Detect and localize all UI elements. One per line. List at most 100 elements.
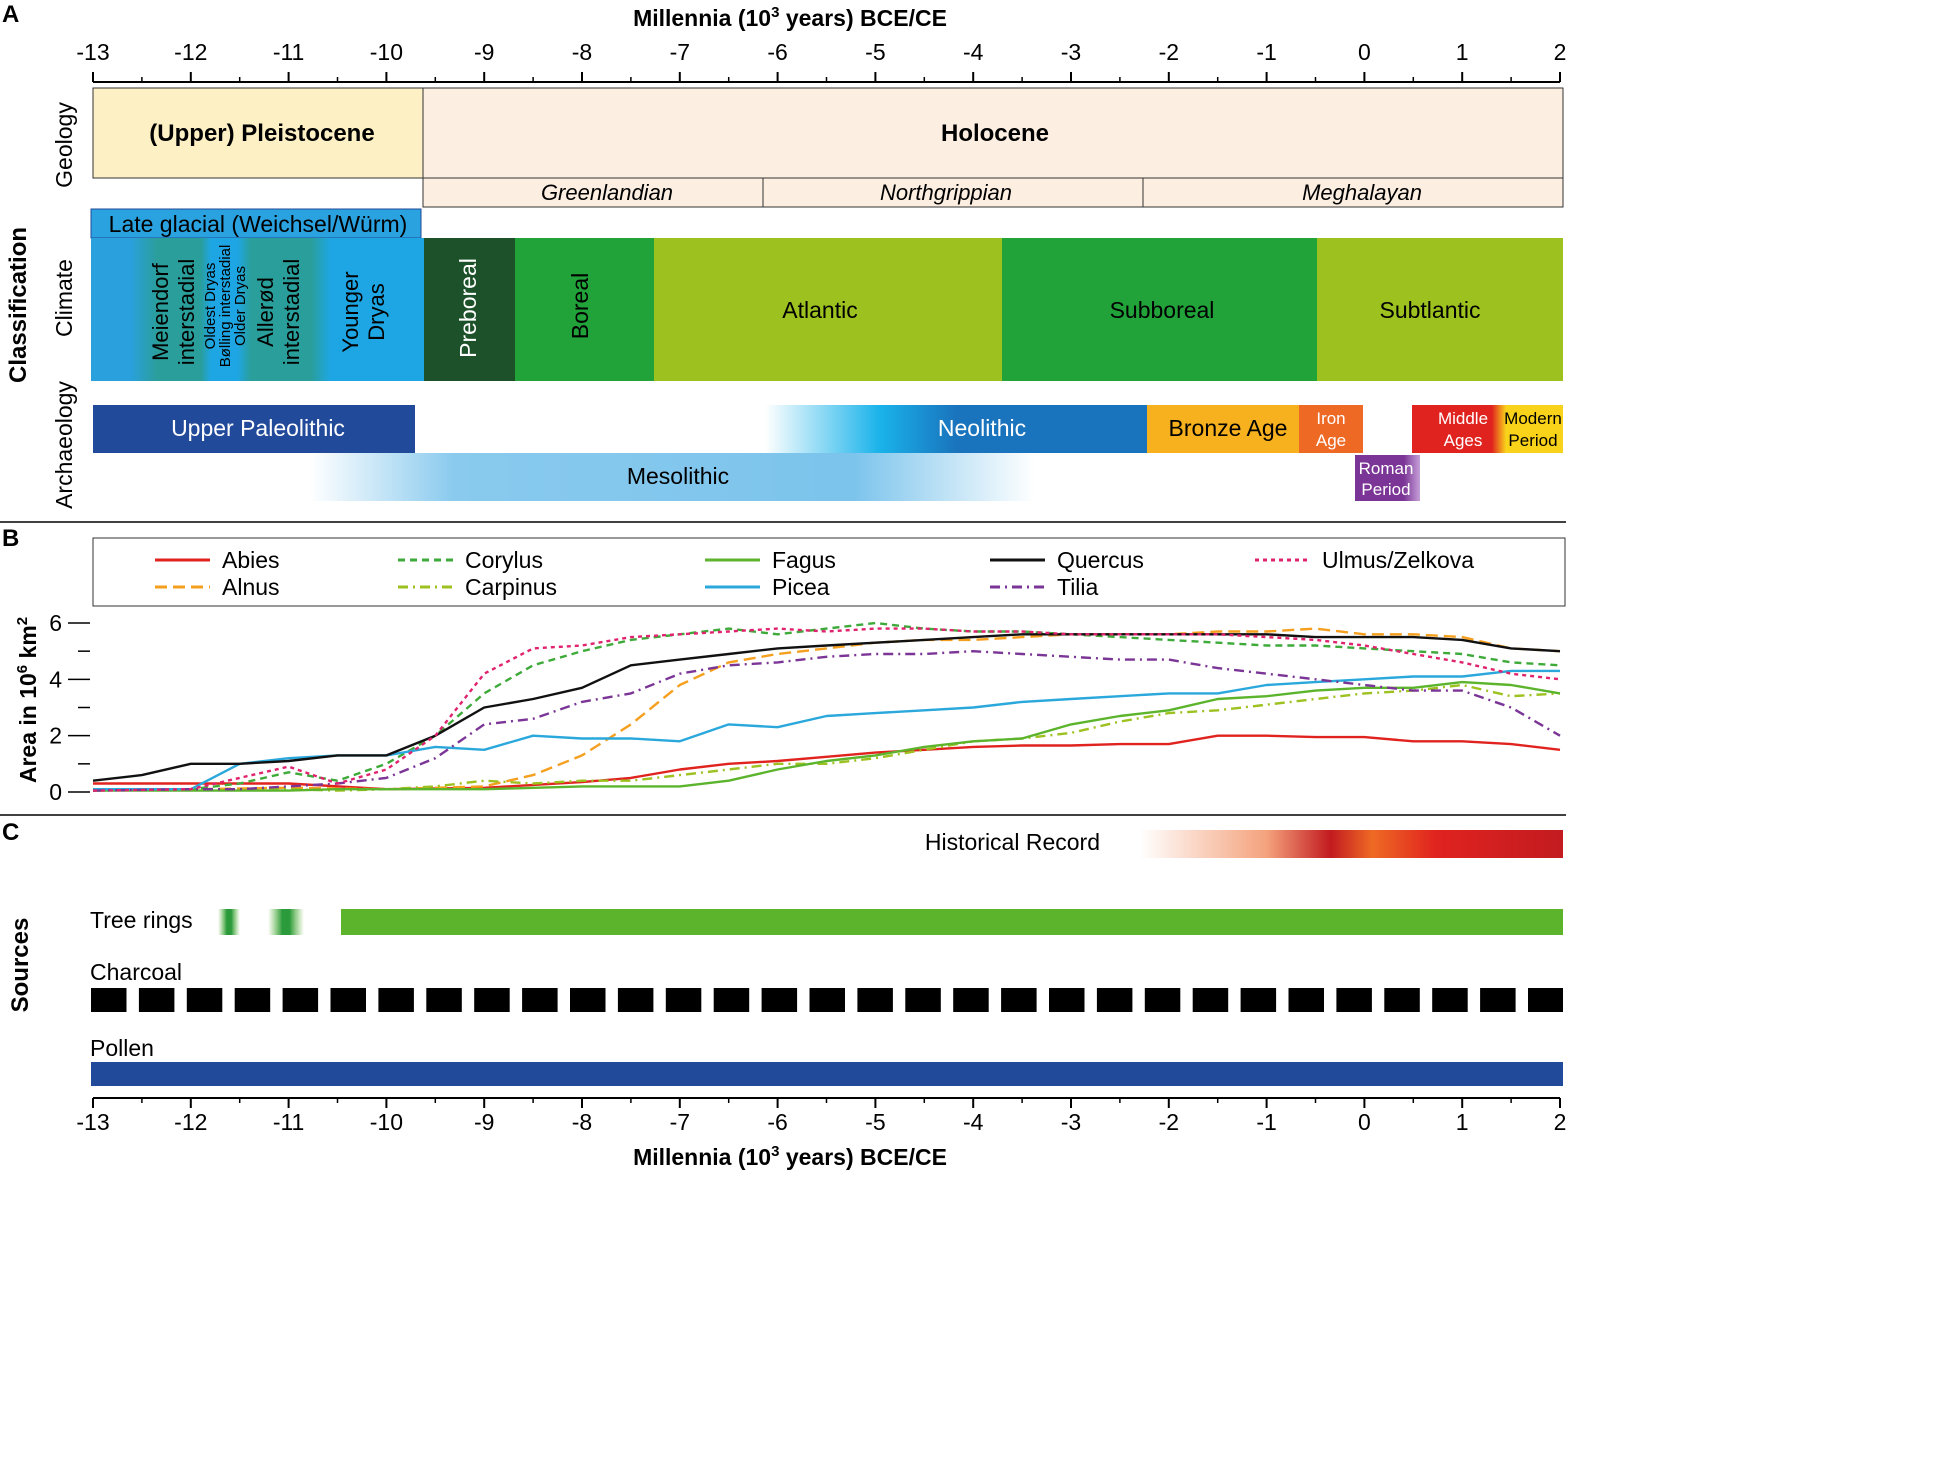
x-tick-label: -1 bbox=[1256, 39, 1276, 65]
x-tick-label: -5 bbox=[865, 39, 885, 65]
charcoal-segment bbox=[1336, 988, 1372, 1012]
x-tick-label: 0 bbox=[1358, 39, 1371, 65]
tree-rings-label: Tree rings bbox=[90, 907, 193, 933]
iron-age-label: Iron Age bbox=[1316, 409, 1346, 450]
subatlantic-label: Subtlantic bbox=[1379, 297, 1480, 323]
charcoal-segment bbox=[809, 988, 845, 1012]
legend-label-ulmus-zelkova: Ulmus/Zelkova bbox=[1322, 547, 1474, 573]
y-tick-label: 4 bbox=[49, 666, 62, 692]
older-dryas-label: Older Dryas bbox=[232, 266, 249, 346]
legend-label-fagus: Fagus bbox=[772, 547, 836, 573]
x-tick-label: -9 bbox=[474, 1109, 494, 1135]
iron-age-bar bbox=[1299, 405, 1363, 453]
roman-period-label: Roman Period bbox=[1359, 459, 1414, 499]
x-tick-label: -11 bbox=[273, 39, 305, 65]
charcoal-segment bbox=[1288, 988, 1324, 1012]
meiendorf-label: Meiendorfinterstadial bbox=[148, 259, 199, 365]
charcoal-segment bbox=[330, 988, 366, 1012]
tree-rings-bar bbox=[341, 909, 1563, 935]
x-tick-label: -1 bbox=[1256, 1109, 1276, 1135]
legend-label-corylus: Corylus bbox=[465, 547, 543, 573]
x-tick-label: -8 bbox=[572, 39, 592, 65]
charcoal-segment bbox=[665, 988, 702, 1012]
charcoal-segment bbox=[713, 988, 750, 1012]
subboreal-bar bbox=[1002, 238, 1317, 381]
pollen-bar bbox=[91, 1062, 1563, 1086]
charcoal-segment bbox=[1049, 988, 1085, 1012]
charcoal-segment bbox=[522, 988, 558, 1012]
holocene-label: Holocene bbox=[941, 120, 1049, 147]
panel-b-label: B bbox=[2, 525, 19, 552]
classification-label: Classification bbox=[5, 227, 32, 383]
modern-period-label: Modern Period bbox=[1504, 409, 1562, 450]
y-tick-label: 0 bbox=[49, 779, 62, 805]
bronze-age-bar bbox=[1147, 405, 1299, 453]
legend-label-alnus: Alnus bbox=[222, 574, 280, 600]
charcoal-segment bbox=[1432, 988, 1468, 1012]
x-tick-label: -3 bbox=[1061, 1109, 1081, 1135]
pollen-label: Pollen bbox=[90, 1035, 154, 1061]
charcoal-segment bbox=[905, 988, 941, 1012]
pleistocene-label: (Upper) Pleistocene bbox=[149, 120, 374, 147]
modern-period-bar bbox=[1506, 405, 1563, 453]
panel-a-label: A bbox=[2, 1, 19, 28]
charcoal-segment bbox=[474, 988, 510, 1012]
younger-dryas-label: YoungerDryas bbox=[338, 271, 389, 352]
preboreal-label: Preboreal bbox=[455, 258, 481, 358]
late-glacial-bar bbox=[90, 208, 422, 239]
charcoal-segment bbox=[186, 988, 223, 1012]
middle-ages-bar bbox=[1412, 405, 1506, 453]
charcoal-bar bbox=[91, 988, 1563, 1012]
x-tick-label: 1 bbox=[1456, 39, 1469, 65]
x-tick-label: -9 bbox=[474, 39, 494, 65]
charcoal-segment bbox=[282, 988, 319, 1012]
charcoal-label: Charcoal bbox=[90, 959, 182, 985]
legend-label-tilia: Tilia bbox=[1057, 574, 1099, 600]
subatlantic-bar bbox=[1317, 238, 1563, 381]
x-tick-label: -12 bbox=[174, 1109, 207, 1135]
charcoal-segment bbox=[138, 988, 175, 1012]
charcoal-segment bbox=[761, 988, 798, 1012]
y-axis: 0 2 4 6 bbox=[49, 610, 90, 805]
charcoal-segment bbox=[617, 988, 654, 1012]
series-line-ulmus-zelkova bbox=[92, 627, 1561, 792]
x-tick-label: -6 bbox=[767, 39, 787, 65]
climate-label: Climate bbox=[51, 259, 77, 337]
series-line-abies bbox=[93, 734, 1561, 791]
charcoal-segment bbox=[91, 988, 127, 1012]
x-tick-label: -7 bbox=[670, 1109, 690, 1135]
upper-paleolithic-label: Upper Paleolithic bbox=[171, 415, 345, 441]
historical-record-bar bbox=[1140, 830, 1563, 858]
x-tick-label: 2 bbox=[1554, 1109, 1567, 1135]
charcoal-segment bbox=[1480, 988, 1516, 1012]
neolithic-label: Neolithic bbox=[938, 415, 1026, 441]
mesolithic-bar bbox=[310, 453, 1035, 501]
charcoal-segment bbox=[953, 988, 989, 1012]
historical-record-label: Historical Record bbox=[925, 829, 1100, 855]
x-tick-label: -8 bbox=[572, 1109, 592, 1135]
greenlandian-label: Greenlandian bbox=[541, 180, 673, 205]
charcoal-segment bbox=[1144, 988, 1181, 1012]
tree-rings-segment-1 bbox=[218, 909, 240, 935]
middle-ages-label: Middle Ages bbox=[1438, 409, 1488, 450]
x-tick-label: -4 bbox=[963, 39, 984, 65]
x-tick-label: -3 bbox=[1061, 39, 1081, 65]
legend-box bbox=[92, 537, 1566, 607]
meghalayan-label: Meghalayan bbox=[1302, 180, 1422, 205]
greenlandian-bar bbox=[422, 177, 764, 208]
series-line-alnus bbox=[92, 627, 1561, 792]
series-line-corylus bbox=[92, 621, 1561, 792]
charcoal-segment bbox=[1096, 988, 1133, 1012]
legend-label-carpinus: Carpinus bbox=[465, 574, 557, 600]
subboreal-label: Subboreal bbox=[1110, 297, 1215, 323]
legend-label-abies: Abies bbox=[222, 547, 280, 573]
meghalayan-bar bbox=[1142, 177, 1564, 208]
legend-label-picea: Picea bbox=[772, 574, 830, 600]
bottom-axis-title: Millennia (103 years) BCE/CE bbox=[633, 1143, 947, 1170]
charcoal-segment bbox=[426, 988, 462, 1012]
oldest-dryas-label: Oldest Dryas bbox=[202, 263, 219, 350]
charcoal-segment bbox=[1001, 988, 1037, 1012]
x-tick-label: -11 bbox=[273, 1109, 305, 1135]
y-tick-label: 2 bbox=[49, 723, 62, 749]
series-line-tilia bbox=[92, 650, 1561, 792]
